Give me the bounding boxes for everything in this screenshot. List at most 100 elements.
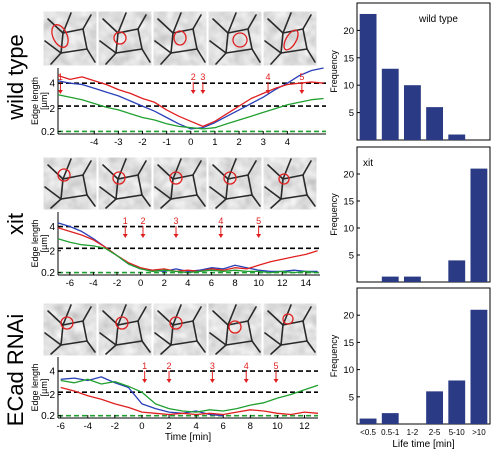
- cell-edge-line: [306, 340, 316, 353]
- frame-marker: 4: [218, 216, 223, 238]
- cell-edge-line: [251, 340, 261, 353]
- cell-edge-line: [172, 12, 182, 34]
- cell-edge-line: [82, 160, 92, 176]
- cell-edge-line: [225, 194, 253, 200]
- row-label-xit: xit: [3, 213, 28, 235]
- cell-edge-line: [302, 160, 312, 176]
- tracked-edge-circle: [169, 316, 183, 330]
- histogram-bar: [426, 391, 444, 424]
- image-strip-xit: [42, 156, 318, 211]
- cell-edge-line: [115, 324, 119, 346]
- image-frame: [97, 302, 153, 357]
- cell-edge-line: [225, 340, 253, 346]
- y-tick-label: 5: [349, 251, 354, 262]
- cell-edge-line: [44, 332, 62, 346]
- cell-edge-line: [137, 14, 147, 30]
- cell-edge-line: [160, 52, 172, 65]
- cell-edge-line: [137, 174, 143, 196]
- series-line: [60, 378, 319, 413]
- cell-edge-line: [60, 32, 64, 54]
- cell-edge-line: [172, 320, 194, 326]
- cell-edge-line: [280, 48, 308, 54]
- tracked-edge-circle: [232, 32, 248, 48]
- cell-edge-line: [215, 198, 227, 209]
- x-tick-label: 0: [188, 137, 193, 148]
- x-tick-label: -4: [89, 278, 97, 289]
- series-line: [60, 376, 224, 417]
- cell-edge-line: [62, 158, 72, 180]
- frame-marker: 5: [256, 216, 261, 238]
- x-tick-label: 2: [166, 421, 171, 432]
- frame-marker-label: 5: [256, 216, 261, 226]
- y-tick-label: 2: [49, 246, 55, 257]
- frame-marker-label: 3: [200, 72, 205, 82]
- cell-edge-line: [86, 48, 96, 63]
- cell-edge-line: [247, 28, 253, 50]
- cell-edge-line: [105, 198, 117, 209]
- cell-edge-line: [62, 304, 72, 326]
- cell-edge-line: [137, 306, 147, 322]
- histogram-bar: [381, 276, 399, 282]
- frame-marker-label: 2: [191, 72, 196, 82]
- cell-edge-line: [172, 174, 194, 180]
- cell-edge-line: [227, 320, 249, 326]
- y-tick-label: 0.2: [41, 411, 55, 422]
- x-tick-label: -6: [56, 421, 64, 432]
- x-tick-label: -4: [90, 137, 98, 148]
- y-tick-label: 20: [343, 170, 354, 181]
- x-tick-label: 6: [221, 421, 226, 432]
- cell-edge-line: [50, 344, 62, 355]
- frame-marker-label: 3: [174, 216, 179, 226]
- cell-edge-line: [47, 18, 64, 34]
- histogram-bar: [403, 85, 421, 140]
- cell-edge-line: [227, 28, 249, 34]
- cell-edge-line: [209, 332, 227, 346]
- cell-edge-line: [115, 48, 143, 54]
- tracked-edge-circle: [60, 316, 74, 330]
- cell-edge-line: [267, 164, 284, 180]
- y-tick-label: 15: [343, 338, 354, 349]
- frame-marker: 4: [266, 72, 271, 94]
- cell-edge-line: [227, 158, 237, 180]
- cell-edge-line: [154, 40, 172, 54]
- x-tick-label: 0: [139, 421, 144, 432]
- frame-marker: 4: [244, 361, 249, 383]
- frame-marker: 2: [140, 216, 145, 238]
- histogram-bar: [359, 13, 377, 141]
- y-tick-label: 4: [49, 79, 55, 90]
- cell-edge-line: [82, 320, 88, 342]
- x-tick-label: 10: [253, 278, 264, 289]
- category-label: 0.5-1: [381, 428, 400, 437]
- image-frame: [42, 10, 98, 67]
- cell-edge-line: [280, 340, 308, 346]
- cell-edge-line: [50, 52, 62, 65]
- y-tick-label: 4: [49, 222, 55, 233]
- cell-edge-line: [225, 32, 229, 54]
- cell-edge-line: [157, 18, 174, 34]
- cell-edge-line: [117, 12, 127, 34]
- cell-edge-line: [251, 48, 261, 63]
- cell-edge-line: [117, 158, 127, 180]
- cell-edge-line: [102, 18, 119, 34]
- y-tick-label: 15: [343, 53, 354, 64]
- tracked-edge-circle: [113, 31, 127, 45]
- category-label: 1-2: [407, 428, 419, 437]
- histogram-bar: [470, 309, 488, 424]
- tracked-edge-circle: [228, 320, 242, 334]
- x-tick-label: 2: [162, 278, 167, 289]
- cell-edge-line: [141, 48, 151, 63]
- cell-edge-line: [302, 174, 308, 196]
- x-tick-label: 4: [185, 278, 190, 289]
- x-axis-label: Time [min]: [165, 432, 212, 443]
- image-strip-ecad: [42, 302, 318, 357]
- cell-edge-line: [50, 198, 62, 209]
- cell-edge-line: [192, 320, 198, 342]
- lifetime-histogram-xit: 5 10 15 20 Frequency xit: [329, 146, 491, 283]
- plot-frame: [356, 146, 491, 283]
- image-frame: [97, 10, 153, 67]
- cell-edge-line: [192, 28, 198, 50]
- frame-marker-label: 1: [142, 361, 147, 371]
- cell-edge-line: [60, 194, 88, 200]
- y-tick-label: 4: [49, 367, 55, 378]
- cell-edge-line: [160, 344, 172, 355]
